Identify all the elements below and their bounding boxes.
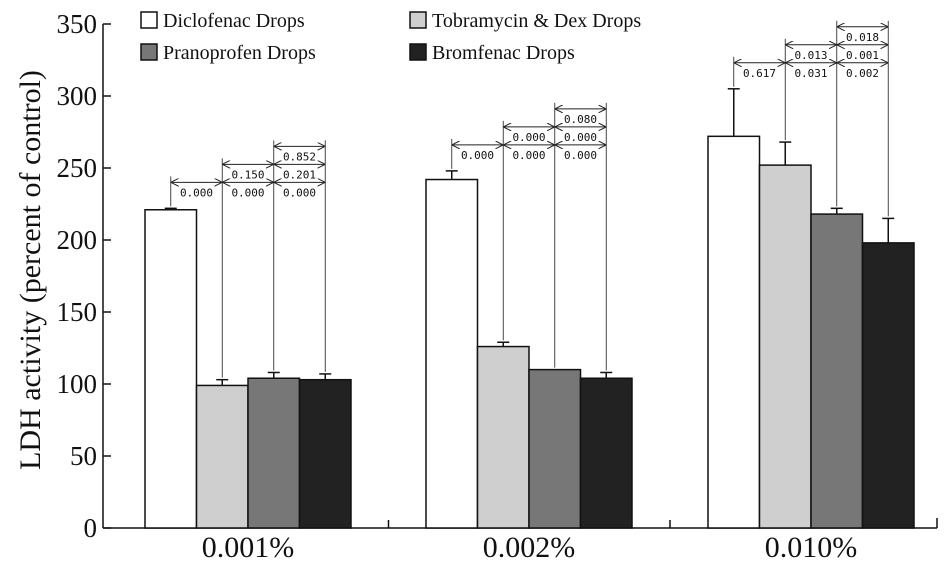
x-category-label: 0.002% xyxy=(483,531,576,561)
p-value-label: 0.000 xyxy=(564,131,597,144)
p-value-label: 0.080 xyxy=(564,113,597,126)
p-value-label: 0.000 xyxy=(461,149,494,162)
y-tick-label: 50 xyxy=(70,441,97,471)
y-tick-label: 100 xyxy=(57,369,98,399)
y-tick-label: 300 xyxy=(57,81,98,111)
y-tick-label: 150 xyxy=(57,297,98,327)
bar xyxy=(528,368,582,529)
legend-swatch xyxy=(409,11,427,29)
bar xyxy=(476,345,530,529)
p-value-label: 0.000 xyxy=(180,186,213,199)
bar xyxy=(758,164,812,529)
y-axis-label: LDH activity (percent of control) xyxy=(14,70,47,470)
bar xyxy=(861,242,915,529)
legend-label: Tobramycin & Dex Drops xyxy=(432,10,641,32)
y-tick-label: 250 xyxy=(57,153,98,183)
p-value-label: 0.000 xyxy=(231,186,264,199)
bar xyxy=(579,377,633,529)
legend-swatch xyxy=(140,43,158,61)
p-value-label: 0.150 xyxy=(231,168,264,181)
p-value-label: 0.000 xyxy=(512,131,545,144)
x-category-label: 0.001% xyxy=(202,531,295,561)
bar xyxy=(810,213,864,529)
p-value-label: 0.031 xyxy=(794,67,827,80)
legend-label: Pranoprofen Drops xyxy=(163,42,316,64)
p-value-label: 0.617 xyxy=(743,67,776,80)
p-value-label: 0.001 xyxy=(846,49,879,62)
bar xyxy=(144,209,198,529)
bar xyxy=(195,384,249,529)
bar xyxy=(425,178,479,529)
legend: Diclofenac Drops Tobramycin & Dex Drops Pr… xyxy=(140,10,641,64)
p-value-label: 0.013 xyxy=(794,49,827,62)
legend-label: Bromfenac Drops xyxy=(432,42,575,64)
p-value-label: 0.852 xyxy=(283,150,316,163)
p-value-label: 0.018 xyxy=(846,31,879,44)
bar xyxy=(707,135,761,529)
y-tick-label: 200 xyxy=(57,225,98,255)
p-value-label: 0.201 xyxy=(283,168,316,181)
p-value-label: 0.002 xyxy=(846,67,879,80)
bar xyxy=(247,377,301,529)
p-value-label: 0.000 xyxy=(564,149,597,162)
x-category-label: 0.010% xyxy=(765,531,858,561)
legend-swatch xyxy=(140,11,158,29)
p-value-label: 0.000 xyxy=(512,149,545,162)
y-tick-label: 0 xyxy=(84,513,98,543)
legend-swatch xyxy=(409,43,427,61)
legend-label: Diclofenac Drops xyxy=(163,10,305,32)
bar xyxy=(298,378,352,529)
plot-area: 0 50 100 150 200 250 300 350 0.001% 0.002% 0.010% 0… xyxy=(57,9,938,561)
y-tick-label: 350 xyxy=(57,9,98,39)
p-value-label: 0.000 xyxy=(283,186,316,199)
